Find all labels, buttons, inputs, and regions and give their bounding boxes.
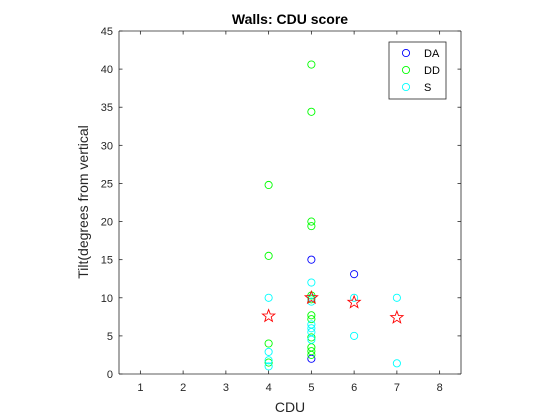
- y-tick-label: 45: [101, 26, 113, 38]
- point-star: [261, 308, 277, 323]
- point-star: [346, 294, 362, 309]
- y-tick-label: 10: [101, 293, 113, 305]
- legend-label-da: DA: [424, 48, 440, 60]
- legend-marker-dd: [401, 65, 411, 75]
- x-tick-label: 6: [351, 382, 357, 394]
- legend: DA DD S: [388, 41, 447, 100]
- point-s: [264, 347, 273, 356]
- point-s: [307, 278, 316, 287]
- point-dd: [264, 358, 273, 367]
- point-dd: [307, 222, 316, 231]
- x-tick-label: 7: [394, 382, 400, 394]
- point-s: [350, 331, 359, 340]
- point-dd: [264, 339, 273, 348]
- y-tick-label: 5: [107, 331, 113, 343]
- legend-marker-s: [401, 82, 411, 92]
- point-s: [264, 293, 273, 302]
- y-axis-title: Tilt(degrees from vertical: [75, 125, 91, 279]
- legend-label-s: S: [424, 82, 431, 94]
- x-tick-label: 5: [308, 382, 314, 394]
- y-tick-label: 30: [101, 140, 113, 152]
- point-dd: [307, 315, 316, 324]
- point-s: [392, 359, 401, 368]
- point-dd: [307, 333, 316, 342]
- point-s: [392, 293, 401, 302]
- legend-label-dd: DD: [424, 65, 440, 77]
- point-s: [264, 362, 273, 371]
- y-tick-label: 15: [101, 255, 113, 267]
- legend-marker-da: [401, 48, 411, 58]
- point-dd: [307, 107, 316, 116]
- y-tick-label: 20: [101, 217, 113, 229]
- point-dd: [307, 350, 316, 359]
- y-tick-label: 35: [101, 102, 113, 114]
- point-s: [350, 293, 359, 302]
- point-dd: [307, 347, 316, 356]
- point-dd: [264, 180, 273, 190]
- x-tick-label: 4: [266, 382, 272, 394]
- point-s: [264, 356, 273, 365]
- point-da: [307, 255, 316, 264]
- point-star: [389, 309, 405, 324]
- point-s: [307, 335, 316, 344]
- point-dd: [307, 311, 316, 320]
- point-s: [307, 324, 316, 333]
- x-tick-label: 8: [437, 382, 443, 394]
- legend-box: [388, 41, 447, 100]
- x-tick-label: 3: [223, 382, 229, 394]
- y-tick-label: 25: [101, 178, 113, 190]
- y-tick-label: 0: [107, 369, 113, 381]
- point-da: [350, 270, 359, 279]
- point-dd: [307, 60, 316, 69]
- x-axis-title: CDU: [275, 399, 305, 415]
- x-tick-label: 2: [180, 382, 186, 394]
- point-star: [303, 289, 319, 305]
- y-tick-label: 40: [101, 64, 113, 76]
- point-dd: [307, 217, 316, 226]
- data-marks: [261, 60, 405, 371]
- chart-title: Walls: CDU score: [232, 11, 348, 27]
- point-dd: [264, 251, 273, 260]
- x-tick-label: 1: [137, 382, 143, 394]
